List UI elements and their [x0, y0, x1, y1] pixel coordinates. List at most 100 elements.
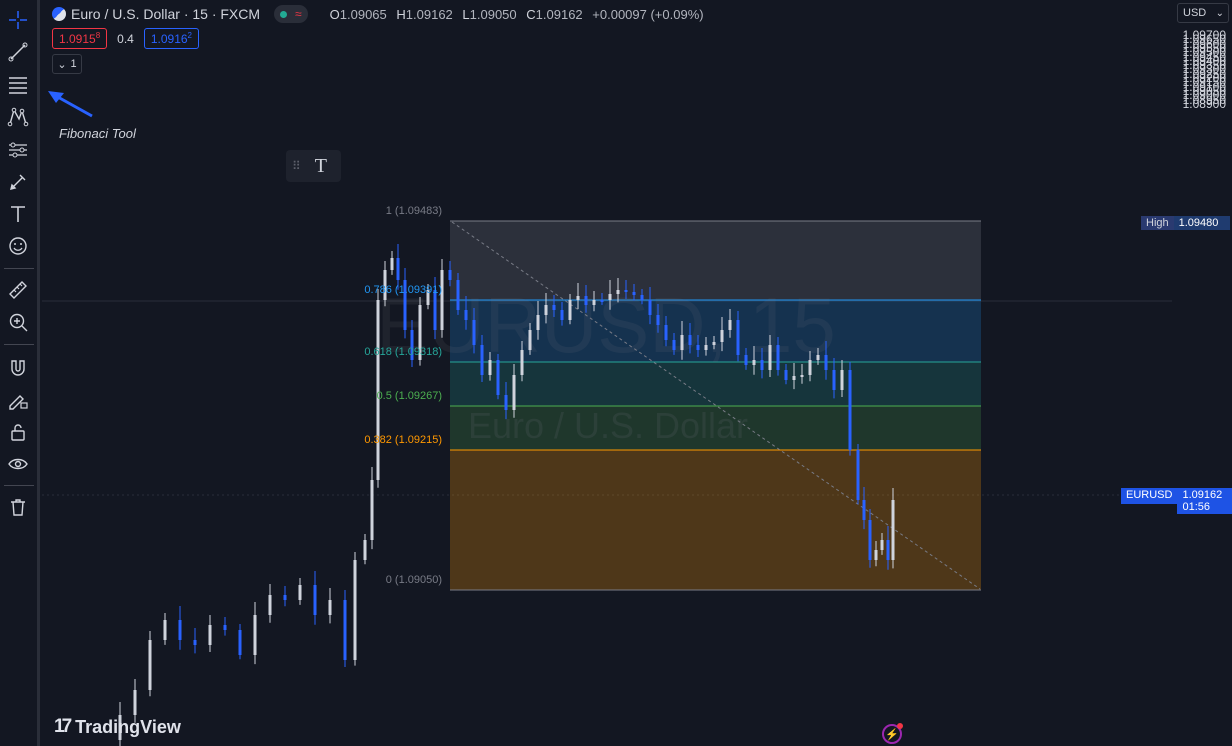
candle-body — [592, 300, 596, 305]
price-tick-label: 1.09450 — [1182, 49, 1226, 64]
candle-body — [536, 315, 540, 330]
candle-body — [163, 620, 167, 640]
candle-body — [472, 320, 476, 345]
candle-body — [816, 355, 820, 360]
eye-icon[interactable] — [5, 451, 31, 477]
quote-bar: 1.09158 0.4 1.09162 — [52, 28, 199, 49]
candle-body — [728, 320, 732, 330]
price-tick-label: 1.09650 — [1182, 32, 1226, 47]
candle-body — [608, 294, 612, 300]
pencil-lock-icon[interactable] — [5, 387, 31, 413]
brush-icon[interactable] — [5, 169, 31, 195]
text-icon[interactable] — [5, 201, 31, 227]
floating-text-toolbar[interactable]: ⠿ T — [286, 150, 341, 182]
buy-button[interactable]: 1.09162 — [143, 28, 199, 49]
pattern-icon[interactable] — [5, 103, 31, 129]
candle-body — [696, 345, 700, 350]
drag-handle-icon[interactable]: ⠿ — [292, 159, 301, 173]
candle-body — [688, 335, 692, 345]
candle-body — [363, 540, 367, 560]
toolbar-divider — [4, 344, 34, 345]
candle-body — [808, 360, 812, 375]
candle-body — [178, 620, 182, 640]
market-status[interactable]: ≈ — [274, 5, 308, 23]
price-axis[interactable]: 1.09700 1.09650 1.09600 1.09550 1.09500 1.094… — [1172, 0, 1232, 746]
lightning-alert-icon[interactable]: ⚡ — [882, 723, 903, 744]
candle-body — [313, 585, 317, 615]
candle-body — [268, 595, 272, 615]
fib-level-label: 0 (1.09050) — [385, 574, 442, 586]
candle-body — [664, 325, 668, 340]
price-tick-label: 1.09000 — [1182, 88, 1226, 103]
tradingview-logo[interactable]: 17 TradingView — [54, 716, 181, 737]
magnet-icon[interactable] — [5, 355, 31, 381]
candle-body — [656, 315, 660, 325]
candle-body — [552, 305, 556, 310]
delay-wave-icon: ≈ — [295, 7, 302, 21]
price-tick-label: 1.09350 — [1182, 58, 1226, 73]
candle-body — [133, 690, 137, 715]
crosshair-icon[interactable] — [5, 7, 31, 33]
candle-body — [736, 320, 740, 355]
fib-level-label: 0.5 (1.09267) — [376, 390, 442, 402]
candle-body — [504, 395, 508, 410]
fib-level-label: 1 (1.09483) — [385, 205, 442, 217]
candle-body — [672, 340, 676, 350]
price-tick-label: 1.09550 — [1182, 40, 1226, 55]
price-tick-label: 1.09050 — [1182, 83, 1226, 98]
currency-select[interactable]: USD ⌄ — [1177, 3, 1229, 23]
candle-body — [148, 640, 152, 690]
candle-body — [800, 375, 804, 377]
candle-body — [390, 258, 394, 270]
candle-body — [704, 345, 708, 350]
price-tick-label: 1.09100 — [1182, 79, 1226, 94]
candle-body — [824, 355, 828, 370]
candle-body — [632, 292, 636, 295]
candle-body — [760, 360, 764, 370]
candle-body — [584, 296, 588, 305]
indicators-collapse-button[interactable]: ⌄ 1 — [52, 54, 82, 74]
sell-button[interactable]: 1.09158 — [52, 28, 108, 49]
candle-body — [253, 615, 257, 655]
candle-body — [370, 480, 374, 540]
fibonacci-icon[interactable] — [5, 71, 31, 97]
fibonacci-annotation-text: Fibonaci Tool — [59, 126, 136, 141]
candle-body — [776, 345, 780, 370]
emoji-icon[interactable] — [5, 233, 31, 259]
candle-body — [238, 630, 242, 655]
candle-body — [576, 296, 580, 300]
ruler-icon[interactable] — [5, 277, 31, 303]
price-tick-label: 1.09300 — [1182, 62, 1226, 77]
symbol-title[interactable]: Euro / U.S. Dollar · 15 · FXCM — [71, 6, 261, 22]
candle-body — [343, 600, 347, 660]
fib-level-label: 0.786 (1.09391) — [364, 284, 442, 296]
candle-body — [874, 550, 878, 560]
text-format-icon[interactable]: T — [314, 154, 328, 177]
toolbar-divider — [4, 485, 34, 486]
candle-body — [433, 290, 437, 330]
candle-body — [298, 585, 302, 600]
price-change: +0.00097 (+0.09%) — [592, 6, 704, 22]
chevron-down-icon: ⌄ — [1215, 7, 1224, 19]
candle-body — [624, 290, 628, 292]
fib-level-label: 0.382 (1.09215) — [364, 434, 442, 446]
zoom-in-icon[interactable] — [5, 309, 31, 335]
candle-body — [520, 350, 524, 375]
toolbar-divider — [4, 268, 34, 269]
price-tick-label: 1.09600 — [1182, 36, 1226, 51]
spread-value: 0.4 — [117, 31, 134, 46]
candle-body — [616, 290, 620, 294]
forecast-icon[interactable] — [5, 137, 31, 163]
candle-body — [456, 280, 460, 310]
candle-body — [680, 335, 684, 350]
trash-icon[interactable] — [5, 494, 31, 520]
trend-line-icon[interactable] — [5, 39, 31, 65]
annotation-arrow-icon — [48, 91, 93, 118]
candle-body — [568, 300, 572, 320]
candle-body — [868, 520, 872, 560]
lock-icon[interactable] — [5, 419, 31, 445]
candle-body — [426, 290, 430, 305]
fib-zone — [450, 450, 981, 590]
